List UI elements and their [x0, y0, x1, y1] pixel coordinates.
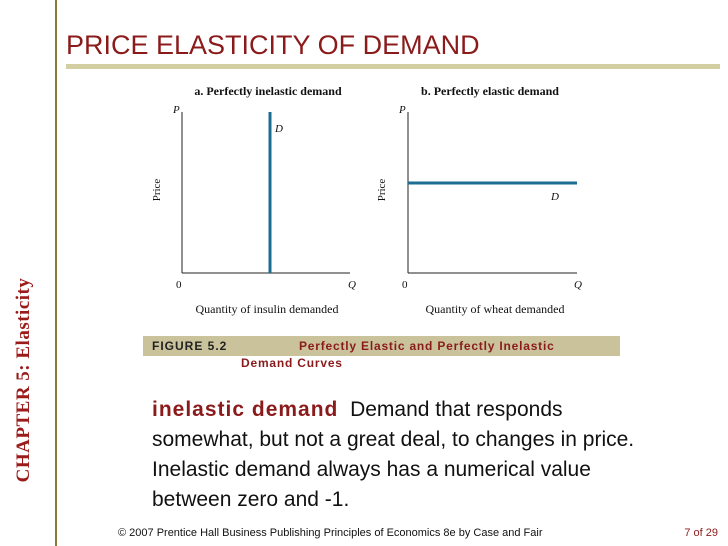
- chapter-text: CHAPTER 5: Elasticity: [13, 277, 34, 483]
- panel-b: b. Perfectly elastic demand P Price D 0 …: [376, 84, 582, 316]
- panel-a-curve-label: D: [274, 123, 283, 135]
- figure-number: FIGURE 5.2: [152, 339, 228, 353]
- panel-a-x-label: Quantity of insulin demanded: [196, 302, 339, 316]
- definition-text: Demand that responds somewhat, but not a…: [152, 398, 635, 511]
- vertical-rule: [55, 0, 57, 546]
- panel-b-x-var: Q: [574, 279, 582, 291]
- figure-title-line1: Perfectly Elastic and Perfectly Inelasti…: [299, 339, 555, 353]
- figure-caption-bar: [143, 336, 620, 356]
- panel-b-curve-label: D: [550, 191, 559, 203]
- panel-b-origin: 0: [402, 279, 408, 291]
- page-title: PRICE ELASTICITY OF DEMAND: [66, 30, 480, 60]
- panel-b-y-var: P: [398, 104, 406, 116]
- chapter-side-label: CHAPTER 5: Elasticity: [4, 260, 44, 500]
- panel-a: a. Perfectly inelastic demand P Price D …: [151, 84, 356, 316]
- figure-title-line2: Demand Curves: [241, 356, 343, 370]
- footer-credit: © 2007 Prentice Hall Business Publishing…: [118, 527, 543, 539]
- panel-a-y-var: P: [172, 104, 180, 116]
- panel-a-x-var: Q: [348, 279, 356, 291]
- definition-term: inelastic demand: [152, 398, 339, 421]
- panel-a-origin: 0: [176, 279, 182, 291]
- panel-a-heading: a. Perfectly inelastic demand: [194, 84, 342, 98]
- definition-block: inelastic demand Demand that responds so…: [152, 395, 652, 515]
- panel-b-heading: b. Perfectly elastic demand: [421, 84, 559, 98]
- panel-b-y-label: Price: [376, 179, 388, 202]
- panel-b-x-label: Quantity of wheat demanded: [426, 302, 565, 316]
- title-underline: [66, 64, 720, 69]
- page-number: 7 of 29: [684, 527, 718, 539]
- panel-a-y-label: Price: [151, 179, 163, 202]
